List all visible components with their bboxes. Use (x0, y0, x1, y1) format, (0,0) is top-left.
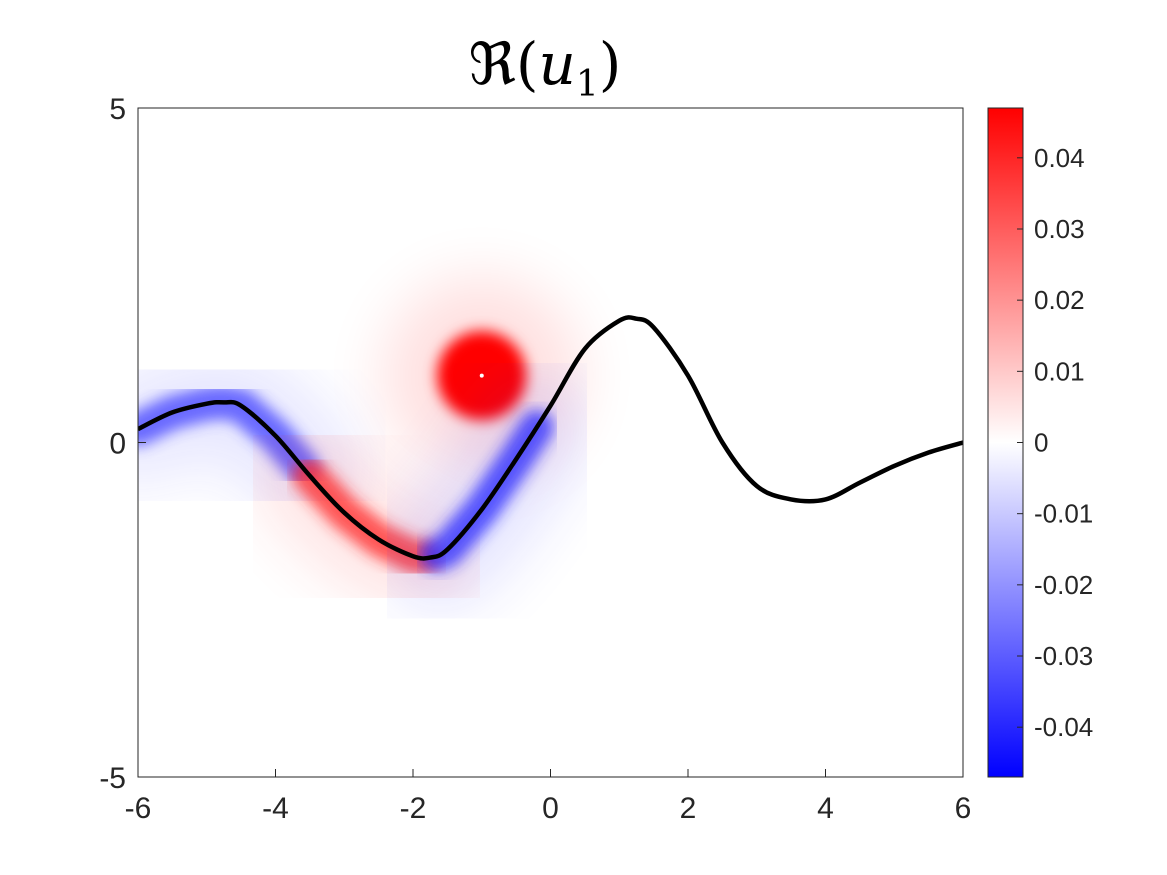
title-symbol: ℜ (469, 30, 516, 98)
y-tick-label: -5 (99, 762, 126, 795)
colorbar-tick-label: -0.04 (1034, 712, 1093, 742)
colorbar: 0.04 0.03 0.02 0.01 0 -0.01 -0.02 -0.03 -0.04 (987, 107, 1093, 778)
x-tick-label: 0 (542, 792, 559, 825)
y-tick-label: 0 (109, 428, 126, 461)
x-tick-label: -6 (125, 792, 152, 825)
title-subscript: 1 (576, 64, 599, 105)
colorbar-tick-label: 0.01 (1034, 356, 1085, 386)
colorbar-tick-label: 0.03 (1034, 214, 1085, 244)
title-close-paren: ) (599, 30, 622, 98)
colorbar-tick-label: 0 (1034, 428, 1048, 458)
curve-layer (138, 315, 963, 561)
colorbar-tick-label: -0.02 (1034, 570, 1093, 600)
colorbar-tick-label: -0.03 (1034, 641, 1093, 671)
heatmap-field (138, 108, 963, 777)
point-source-marker (479, 373, 484, 378)
colorbar-tick-label: 0.02 (1034, 285, 1085, 315)
x-tick-label: 2 (680, 792, 697, 825)
x-tick-label: 6 (955, 792, 972, 825)
boundary-curve (138, 315, 963, 561)
title-variable: u (538, 30, 575, 98)
colorbar-tick-label: 0.04 (1034, 143, 1085, 173)
axes: -6 -4 -2 0 2 4 6 5 0 -5 (99, 93, 971, 825)
title-open-paren: ( (516, 30, 539, 98)
colorbar-tick-label: -0.01 (1034, 499, 1093, 529)
chart-title: ℜ(u1) (469, 30, 622, 105)
x-tick-label: 4 (817, 792, 834, 825)
x-tick-label: -4 (262, 792, 289, 825)
x-tick-label: -2 (400, 792, 427, 825)
y-tick-label: 5 (109, 93, 126, 126)
